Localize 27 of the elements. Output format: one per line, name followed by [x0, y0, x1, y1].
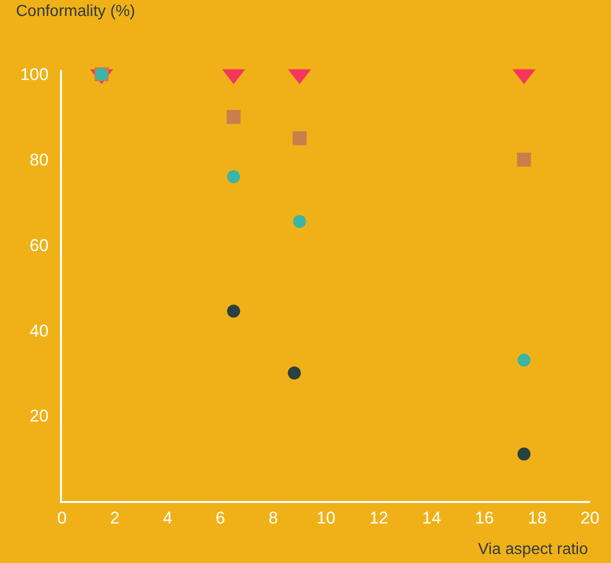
y-tick-label: 40: [30, 321, 49, 340]
point: [288, 366, 301, 380]
x-tick-label: 6: [216, 508, 226, 528]
y-axis-title: Conformality (%): [16, 3, 136, 20]
x-tick-label: 12: [369, 508, 388, 528]
x-tick-label: 20: [580, 508, 600, 528]
y-tick-label: 100: [20, 65, 49, 84]
point: [227, 304, 240, 318]
y-tick-label: 60: [30, 236, 49, 255]
point: [226, 110, 241, 124]
x-tick-label: 2: [110, 508, 120, 528]
x-tick-label: 10: [316, 508, 336, 528]
point: [517, 152, 531, 167]
x-tick-label: 4: [162, 508, 172, 528]
x-tick-label: 0: [57, 508, 67, 528]
point: [518, 448, 530, 461]
x-tick-label: 8: [268, 508, 278, 528]
x-tick-label: 16: [474, 508, 494, 528]
y-tick-label: 80: [30, 150, 49, 170]
point: [292, 131, 307, 146]
point: [518, 354, 530, 367]
point: [293, 214, 306, 228]
x-tick-label: 14: [422, 508, 442, 528]
point: [227, 170, 240, 184]
y-tick-label: 20: [30, 406, 49, 426]
x-tick-label: 18: [528, 508, 547, 528]
x-axis-title: Via aspect ratio: [478, 541, 588, 558]
